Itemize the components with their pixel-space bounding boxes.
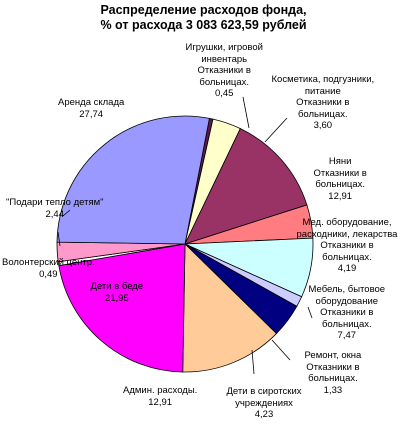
slice-label: "Подари тепло детям" 2,44: [6, 197, 104, 220]
slice-label-line: Отказники в: [313, 167, 367, 179]
leader-line: [242, 96, 250, 129]
slice-label-line: оборудование: [315, 295, 379, 307]
slice-label: Мебель, бытовое оборудование Отказники в бо…: [309, 284, 386, 342]
slice-label-line: Косметика, подгузники,: [271, 74, 375, 85]
slice-value: 1,33: [323, 384, 343, 396]
slice-value: 4,23: [254, 409, 274, 420]
slice-label: Няни Отказники в больницах. 12,91: [314, 156, 367, 202]
slice-label: Дети в сиротских учреждениях 4,23: [227, 386, 302, 421]
slice-label: Игрушки, игровой инвентарь Отказники в боль…: [186, 42, 263, 100]
slice-label-line: Отказники в: [320, 240, 374, 251]
slice-label-line: больницах.: [308, 373, 358, 384]
slice-label-line: Няни: [328, 156, 352, 167]
slice-label: Мед. оборудование, расходники, лекарства О…: [297, 217, 398, 275]
leader-line: [62, 209, 71, 217]
slice-label-line: Отказники в: [197, 65, 251, 76]
slice-label: Дети в беде 21,95: [91, 281, 144, 304]
pie-slice: [58, 243, 186, 373]
slice-label: Ремонт, окна Отказники в больницах. 1,33: [305, 350, 362, 396]
slice-value: 27,74: [79, 108, 104, 120]
slice-label-line: больницах.: [322, 251, 372, 263]
slice-label-line: Мебель, бытовое: [308, 284, 386, 295]
chart-title-line-1: Распределение расходов фонда,: [100, 3, 307, 17]
slice-value: 0,45: [214, 88, 234, 99]
leader-line: [264, 117, 288, 143]
slice-label-line: Дети в беде: [90, 281, 144, 292]
pie-slice: [56, 115, 210, 245]
slice-label-line: больницах.: [297, 108, 348, 120]
slice-label-line: "Подари тепло детям": [6, 197, 104, 208]
slice-label-line: Мед. оборудование,: [302, 217, 392, 228]
leader-line: [251, 349, 255, 375]
pie-slice: [184, 128, 308, 245]
slice-label-line: Отказники в: [296, 97, 350, 108]
slice-label: Волонтерский центр. 0,49: [2, 257, 95, 280]
slice-label-line: питание: [304, 85, 341, 97]
slice-label-line: Админ. расходы.: [123, 385, 198, 396]
slice-label-line: Отказники в: [320, 307, 374, 318]
leader-line: [57, 231, 61, 247]
slice-value: 7,47: [337, 330, 357, 341]
slice-value: 21,95: [104, 292, 129, 304]
leader-line: [271, 339, 291, 361]
slice-value: 4,19: [337, 263, 357, 274]
chart-title: Распределение расходов фонда, % от расхо…: [0, 3, 407, 33]
slice-label-line: Волонтерский центр.: [2, 257, 95, 268]
slice-label-line: учреждениях: [235, 397, 293, 409]
slice-label-line: Игрушки, игровой: [185, 42, 263, 53]
chart-title-line-2: % от расхода 3 083 623,59 рублей: [100, 18, 307, 32]
leader-lines: [57, 96, 313, 375]
slice-label-line: Ремонт, окна: [304, 350, 362, 361]
slice-label-line: Отказники в: [306, 361, 360, 373]
slice-label: Админ. расходы. 12,91: [123, 385, 197, 408]
slice-value: 12,91: [148, 396, 173, 408]
slice-label-line: больницах.: [199, 76, 250, 88]
slice-label: Аренда склада 27,74: [58, 97, 124, 120]
leader-line: [307, 306, 313, 319]
slice-label: Косметика, подгузники, питание Отказники в…: [272, 74, 375, 132]
slice-label-line: больницах.: [315, 179, 366, 190]
slice-label-line: Аренда склада: [58, 97, 125, 108]
slice-value: 2,44: [45, 208, 65, 220]
slice-label-line: больницах.: [321, 318, 372, 330]
slice-label-line: расходники, лекарства: [296, 228, 398, 240]
pie-slices: [56, 115, 314, 373]
slice-value: 3,60: [313, 120, 333, 131]
slice-value: 12,91: [328, 190, 353, 202]
slice-label-line: инвентарь: [201, 53, 248, 65]
pie-slice: [182, 243, 278, 373]
slice-value: 0,49: [39, 268, 58, 280]
slice-label-line: Дети в сиротских: [226, 386, 302, 397]
